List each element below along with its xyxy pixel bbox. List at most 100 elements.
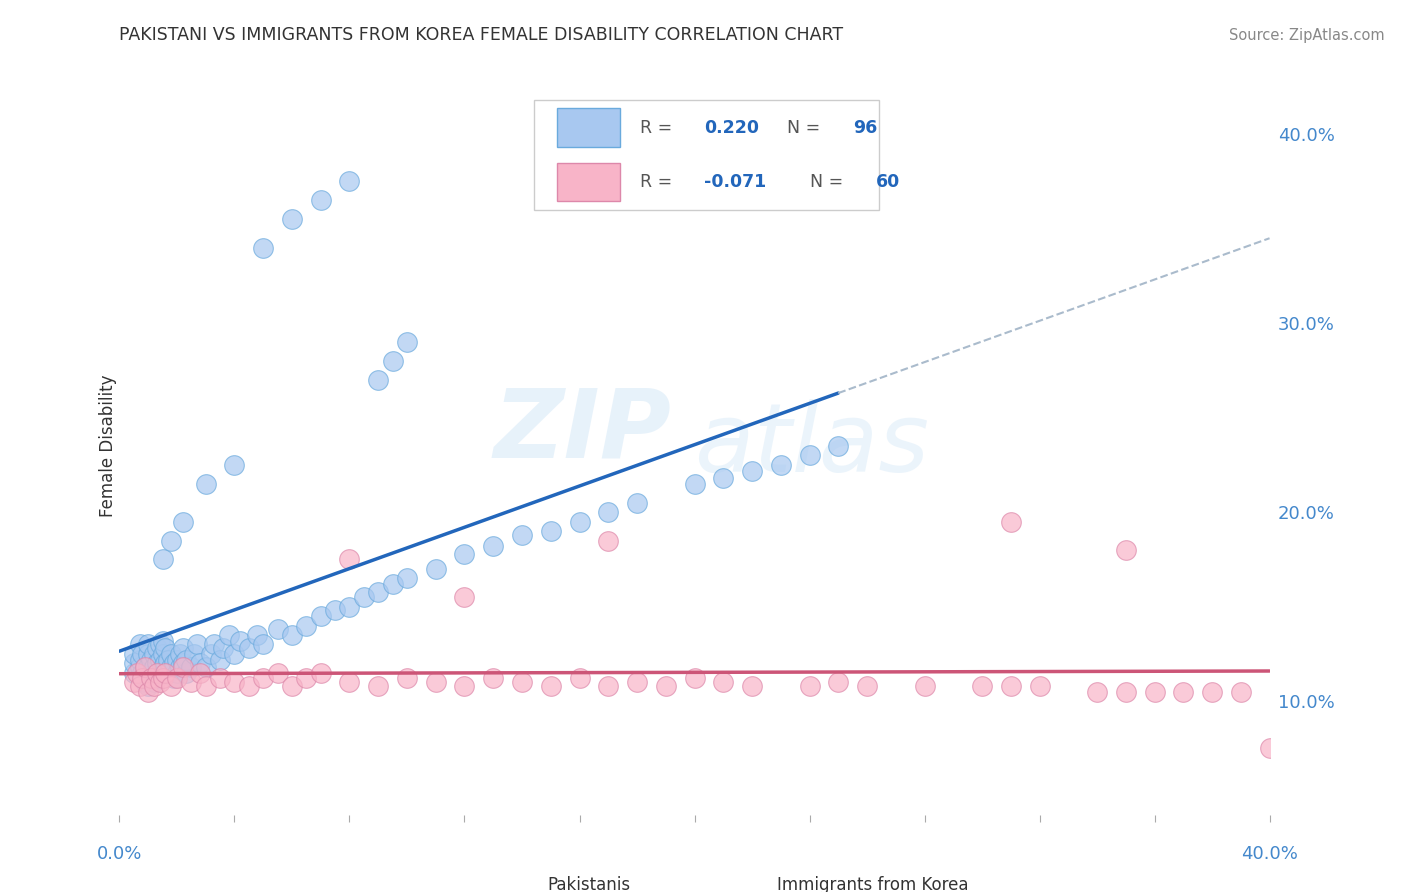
Point [134, 660, 156, 674]
Point [143, 679, 166, 693]
Point [540, 524, 562, 538]
Point [1115, 684, 1137, 698]
Text: atlas: atlas [695, 400, 929, 492]
Point [136, 647, 159, 661]
Point [128, 679, 150, 693]
Point [252, 672, 274, 686]
Point [598, 505, 620, 519]
Point [769, 458, 792, 472]
FancyBboxPatch shape [533, 100, 879, 211]
Point [381, 577, 404, 591]
Point [131, 672, 153, 686]
Point [339, 599, 361, 614]
Point [425, 562, 447, 576]
Point [381, 354, 404, 368]
Point [741, 679, 763, 693]
Text: R =: R = [641, 119, 678, 136]
Y-axis label: Female Disability: Female Disability [100, 375, 117, 517]
Point [626, 496, 648, 510]
Point [146, 672, 169, 686]
Text: ZIP: ZIP [494, 384, 672, 478]
Point [339, 675, 361, 690]
Point [266, 623, 288, 637]
Point [711, 675, 734, 690]
Point [163, 672, 186, 686]
Point [180, 660, 202, 674]
Text: Immigrants from Korea: Immigrants from Korea [778, 876, 969, 892]
Point [395, 571, 418, 585]
Point [160, 660, 183, 674]
Point [970, 679, 993, 693]
Point [395, 672, 418, 686]
Point [134, 675, 156, 690]
Point [149, 675, 172, 690]
Point [425, 675, 447, 690]
Point [188, 657, 211, 671]
Point [136, 672, 159, 686]
Point [152, 660, 174, 674]
Point [1258, 741, 1281, 756]
Point [174, 652, 197, 666]
Point [128, 637, 150, 651]
Point [136, 637, 159, 651]
Point [309, 665, 332, 680]
Point [143, 647, 166, 661]
Point [252, 241, 274, 255]
Point [149, 665, 172, 680]
Text: -0.071: -0.071 [704, 173, 766, 191]
Point [482, 672, 505, 686]
FancyBboxPatch shape [557, 163, 620, 202]
Point [143, 660, 166, 674]
Point [598, 679, 620, 693]
Point [155, 641, 177, 656]
Text: 0.220: 0.220 [704, 119, 759, 136]
Point [125, 665, 148, 680]
Point [395, 334, 418, 349]
Point [155, 665, 177, 680]
Point [281, 628, 304, 642]
Point [160, 679, 183, 693]
Point [122, 665, 145, 680]
Point [323, 603, 346, 617]
Point [157, 652, 180, 666]
Point [160, 533, 183, 548]
Point [128, 660, 150, 674]
Point [626, 675, 648, 690]
Point [266, 665, 288, 680]
Point [194, 679, 217, 693]
Point [246, 628, 269, 642]
Point [188, 665, 211, 680]
Point [295, 672, 318, 686]
Point [202, 637, 225, 651]
Point [122, 657, 145, 671]
Point [163, 657, 186, 671]
Point [568, 672, 591, 686]
Point [134, 660, 156, 674]
Point [1085, 684, 1108, 698]
FancyBboxPatch shape [717, 871, 769, 892]
Point [128, 652, 150, 666]
Point [827, 675, 849, 690]
Point [1028, 679, 1050, 693]
FancyBboxPatch shape [557, 109, 620, 146]
Point [339, 174, 361, 188]
Point [139, 665, 162, 680]
Point [1201, 684, 1223, 698]
Text: 60: 60 [876, 173, 900, 191]
Point [799, 449, 821, 463]
Point [166, 652, 188, 666]
Point [146, 665, 169, 680]
Point [136, 660, 159, 674]
Point [309, 609, 332, 624]
Point [143, 675, 166, 690]
Point [152, 647, 174, 661]
Point [131, 647, 153, 661]
Point [1143, 684, 1166, 698]
Point [122, 647, 145, 661]
Point [598, 533, 620, 548]
Point [224, 675, 246, 690]
Text: 40.0%: 40.0% [1241, 845, 1298, 863]
Point [799, 679, 821, 693]
Point [131, 665, 153, 680]
Point [339, 552, 361, 566]
